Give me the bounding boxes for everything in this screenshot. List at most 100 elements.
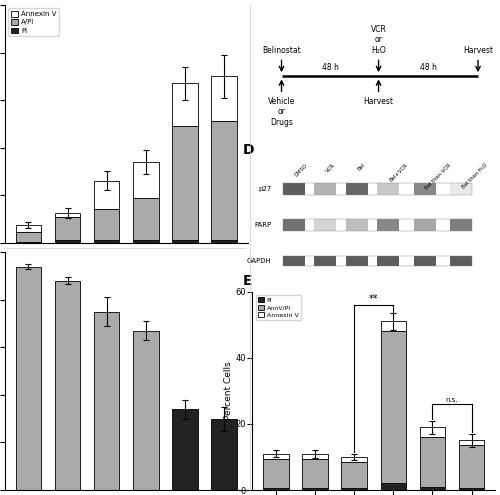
Text: +: + bbox=[181, 275, 188, 284]
Text: -: - bbox=[27, 275, 30, 284]
Bar bbox=[346, 183, 368, 195]
Bar bbox=[212, 76, 237, 121]
Text: **: ** bbox=[369, 294, 378, 304]
Bar bbox=[282, 256, 472, 266]
Text: +: + bbox=[220, 292, 228, 301]
Bar bbox=[314, 219, 336, 231]
Text: PARP: PARP bbox=[254, 222, 272, 228]
Bar bbox=[302, 454, 328, 459]
Text: Bel+VCR: Bel+VCR bbox=[388, 162, 408, 183]
Text: -: - bbox=[144, 275, 148, 284]
Bar bbox=[380, 331, 406, 484]
Bar bbox=[212, 419, 237, 490]
Bar bbox=[450, 256, 472, 266]
Text: -: - bbox=[222, 275, 226, 284]
Bar bbox=[282, 183, 472, 195]
Bar bbox=[55, 281, 80, 490]
Bar bbox=[212, 241, 237, 243]
Bar bbox=[282, 219, 472, 231]
Bar bbox=[16, 225, 41, 232]
Bar bbox=[133, 162, 158, 198]
Text: n.s.: n.s. bbox=[446, 397, 458, 403]
Text: +: + bbox=[220, 258, 228, 267]
Bar bbox=[378, 219, 399, 231]
Text: Vehicle
or
Drugs: Vehicle or Drugs bbox=[268, 97, 295, 127]
Bar bbox=[378, 183, 399, 195]
Bar bbox=[314, 256, 336, 266]
Text: 48 h: 48 h bbox=[420, 62, 436, 72]
Bar bbox=[282, 183, 304, 195]
Bar bbox=[414, 256, 436, 266]
Bar bbox=[263, 489, 288, 490]
Bar bbox=[414, 183, 436, 195]
Bar bbox=[342, 457, 367, 462]
Bar bbox=[263, 459, 288, 489]
Text: -: - bbox=[27, 292, 30, 301]
Bar bbox=[55, 213, 80, 217]
Bar bbox=[346, 219, 368, 231]
Text: Harvest: Harvest bbox=[364, 97, 394, 106]
Text: VCR
or
H₂O: VCR or H₂O bbox=[370, 25, 386, 54]
Bar bbox=[414, 219, 436, 231]
Bar bbox=[380, 321, 406, 331]
Bar bbox=[16, 232, 41, 242]
Text: Bel then VCR: Bel then VCR bbox=[424, 162, 452, 191]
Bar bbox=[94, 312, 120, 490]
Bar bbox=[16, 242, 41, 243]
Bar bbox=[172, 409, 198, 490]
Bar bbox=[420, 487, 445, 490]
Text: -: - bbox=[27, 258, 30, 267]
Text: VCR: VCR bbox=[325, 162, 336, 174]
Text: Belinostat: Belinostat bbox=[262, 46, 301, 54]
Bar bbox=[459, 441, 484, 446]
Text: +: + bbox=[103, 275, 110, 284]
Bar bbox=[420, 437, 445, 487]
Bar bbox=[172, 241, 198, 243]
Text: Bel then H₂O: Bel then H₂O bbox=[461, 162, 488, 190]
Text: GAPDH: GAPDH bbox=[247, 258, 272, 264]
Bar bbox=[302, 489, 328, 490]
Text: -: - bbox=[144, 258, 148, 267]
Bar bbox=[55, 217, 80, 241]
Bar bbox=[450, 219, 472, 231]
Text: +: + bbox=[64, 258, 72, 267]
Text: +: + bbox=[181, 258, 188, 267]
Y-axis label: Percent Cells: Percent Cells bbox=[224, 361, 233, 420]
Text: 48 h: 48 h bbox=[322, 62, 338, 72]
Legend: Annexin V, A/PI, PI: Annexin V, A/PI, PI bbox=[8, 8, 60, 36]
Text: -: - bbox=[66, 292, 69, 301]
Bar bbox=[282, 256, 304, 266]
Bar bbox=[459, 446, 484, 489]
Bar bbox=[282, 219, 304, 231]
Text: -: - bbox=[105, 258, 108, 267]
Bar bbox=[94, 181, 120, 209]
Text: p27: p27 bbox=[258, 186, 272, 192]
Text: Bel: Bel bbox=[356, 162, 366, 172]
Text: DMSO: DMSO bbox=[294, 162, 308, 177]
Bar bbox=[346, 256, 368, 266]
Bar bbox=[420, 427, 445, 437]
Text: -: - bbox=[105, 292, 108, 301]
Text: -: - bbox=[66, 275, 69, 284]
Bar bbox=[16, 266, 41, 490]
Bar bbox=[380, 484, 406, 490]
Bar bbox=[212, 121, 237, 241]
Bar bbox=[172, 126, 198, 241]
Bar bbox=[94, 209, 120, 241]
Text: D: D bbox=[242, 143, 254, 156]
Bar bbox=[459, 489, 484, 490]
Text: Harvest: Harvest bbox=[463, 46, 493, 54]
Bar bbox=[133, 331, 158, 490]
Text: +: + bbox=[142, 292, 150, 301]
Bar bbox=[55, 241, 80, 243]
Bar bbox=[450, 183, 472, 195]
Bar bbox=[342, 489, 367, 490]
Text: C: C bbox=[242, 0, 253, 2]
Bar bbox=[314, 183, 336, 195]
Bar bbox=[263, 454, 288, 459]
Bar bbox=[94, 241, 120, 243]
Bar bbox=[342, 462, 367, 489]
Legend: PI, AnnV/PI, Annexin V: PI, AnnV/PI, Annexin V bbox=[256, 295, 301, 320]
Bar bbox=[378, 256, 399, 266]
Bar bbox=[172, 84, 198, 126]
